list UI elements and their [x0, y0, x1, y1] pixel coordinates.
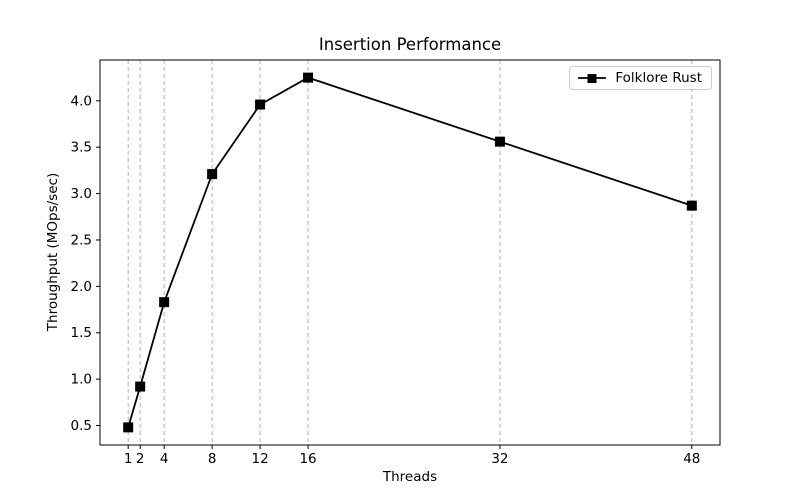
series-line — [127, 76, 693, 428]
x-tick-label: 8 — [208, 451, 217, 467]
data-point-marker — [159, 297, 170, 308]
x-tick-label: 16 — [299, 451, 316, 467]
y-axis-label: Throughput (MOps/sec) — [45, 172, 61, 332]
y-tick-label: 2.5 — [71, 232, 92, 248]
x-tick-label: 4 — [160, 451, 169, 467]
y-tick-label: 3.0 — [71, 186, 92, 202]
y-tick-label: 1.5 — [71, 325, 92, 341]
legend: Folklore Rust — [569, 66, 712, 90]
y-tick-label: 4.0 — [71, 93, 92, 109]
legend-label: Folklore Rust — [615, 70, 702, 86]
data-point-marker — [686, 200, 697, 211]
y-tick-label: 3.5 — [71, 140, 92, 156]
y-tick-label: 1.0 — [71, 372, 92, 388]
x-tick-label: 32 — [491, 451, 508, 467]
x-tick-label: 2 — [136, 451, 145, 467]
x-tick-label: 1 — [124, 451, 133, 467]
data-point-marker — [255, 99, 266, 110]
data-point-marker — [135, 381, 146, 392]
data-point-marker — [494, 136, 505, 147]
y-tick-label: 2.0 — [71, 279, 92, 295]
data-point-marker — [207, 169, 218, 180]
legend-line-marker-icon — [578, 74, 607, 83]
x-axis-label: Threads — [382, 469, 438, 485]
x-tick-label: 12 — [252, 451, 269, 467]
plot-border — [99, 59, 721, 446]
data-point-marker — [303, 72, 314, 83]
y-tick-label: 0.5 — [71, 418, 92, 434]
data-point-marker — [123, 422, 134, 433]
x-tick-label: 48 — [683, 451, 700, 467]
chart-title: Insertion Performance — [318, 35, 502, 54]
